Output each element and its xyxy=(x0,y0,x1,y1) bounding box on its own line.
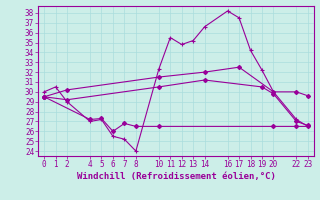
X-axis label: Windchill (Refroidissement éolien,°C): Windchill (Refroidissement éolien,°C) xyxy=(76,172,276,181)
